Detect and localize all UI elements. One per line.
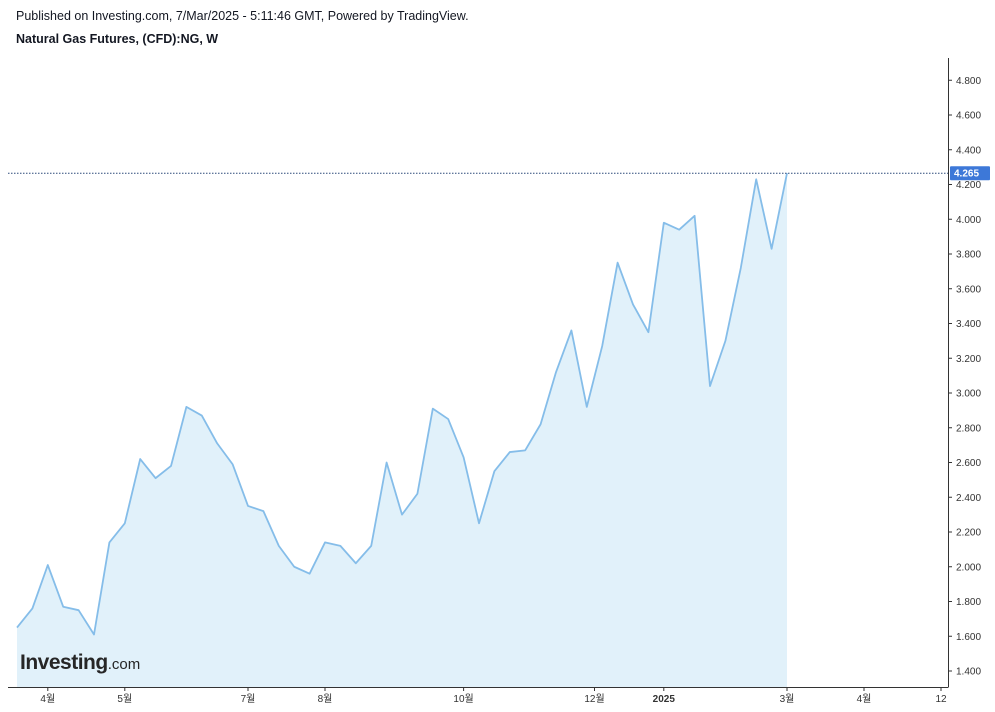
current-price-tag: 4.265 bbox=[950, 166, 990, 181]
published-info: Published on Investing.com, 7/Mar/2025 -… bbox=[16, 9, 469, 23]
x-tick-label: 7월 bbox=[241, 693, 256, 705]
y-tick-label: 4.600 bbox=[956, 111, 981, 122]
y-tick-label: 3.800 bbox=[956, 250, 981, 261]
time-axis[interactable]: 4월 5월 7월 8월 10월 12월 2025 3월 4월 12 bbox=[40, 687, 947, 705]
y-tick-label: 3.600 bbox=[956, 284, 981, 295]
y-tick-label: 4.800 bbox=[956, 76, 981, 87]
x-tick-label: 4월 bbox=[857, 693, 872, 705]
area-fill bbox=[17, 173, 787, 687]
x-tick-label: 8월 bbox=[318, 693, 333, 705]
y-tick-label: 2.400 bbox=[956, 493, 981, 504]
x-tick-label: 12월 bbox=[584, 693, 604, 705]
current-price-tag-background bbox=[950, 166, 990, 181]
x-tick-label: 12 bbox=[935, 694, 947, 705]
y-tick-label: 4.200 bbox=[956, 180, 981, 191]
chart-title: Natural Gas Futures, (CFD):NG, W bbox=[16, 32, 219, 46]
y-tick-label: 1.400 bbox=[956, 667, 981, 678]
x-tick-label: 2025 bbox=[653, 694, 676, 705]
x-tick-label: 4월 bbox=[40, 693, 55, 705]
x-tick-label: 3월 bbox=[780, 693, 795, 705]
y-tick-label: 3.200 bbox=[956, 354, 981, 365]
y-tick-label: 2.800 bbox=[956, 423, 981, 434]
x-tick-label: 10월 bbox=[453, 693, 473, 705]
logo-suffix: .com bbox=[107, 656, 141, 673]
logo-wordmark: Investing bbox=[20, 651, 108, 674]
x-tick-label: 5월 bbox=[117, 693, 132, 705]
y-tick-label: 1.800 bbox=[956, 597, 981, 608]
y-tick-label: 2.600 bbox=[956, 458, 981, 469]
y-tick-label: 2.000 bbox=[956, 562, 981, 573]
y-tick-label: 4.400 bbox=[956, 145, 981, 156]
y-tick-label: 3.000 bbox=[956, 389, 981, 400]
price-series-line bbox=[16, 173, 788, 636]
y-tick-label: 3.400 bbox=[956, 319, 981, 330]
y-tick-label: 2.200 bbox=[956, 528, 981, 539]
price-axis[interactable]: 1.400 1.600 1.800 2.000 2.200 2.400 2.600 2.800… bbox=[948, 76, 981, 678]
y-tick-label: 1.600 bbox=[956, 632, 981, 643]
current-price-label: 4.265 bbox=[954, 169, 979, 180]
investing-logo: Investing.com bbox=[20, 651, 140, 675]
y-tick-label: 4.000 bbox=[956, 215, 981, 226]
